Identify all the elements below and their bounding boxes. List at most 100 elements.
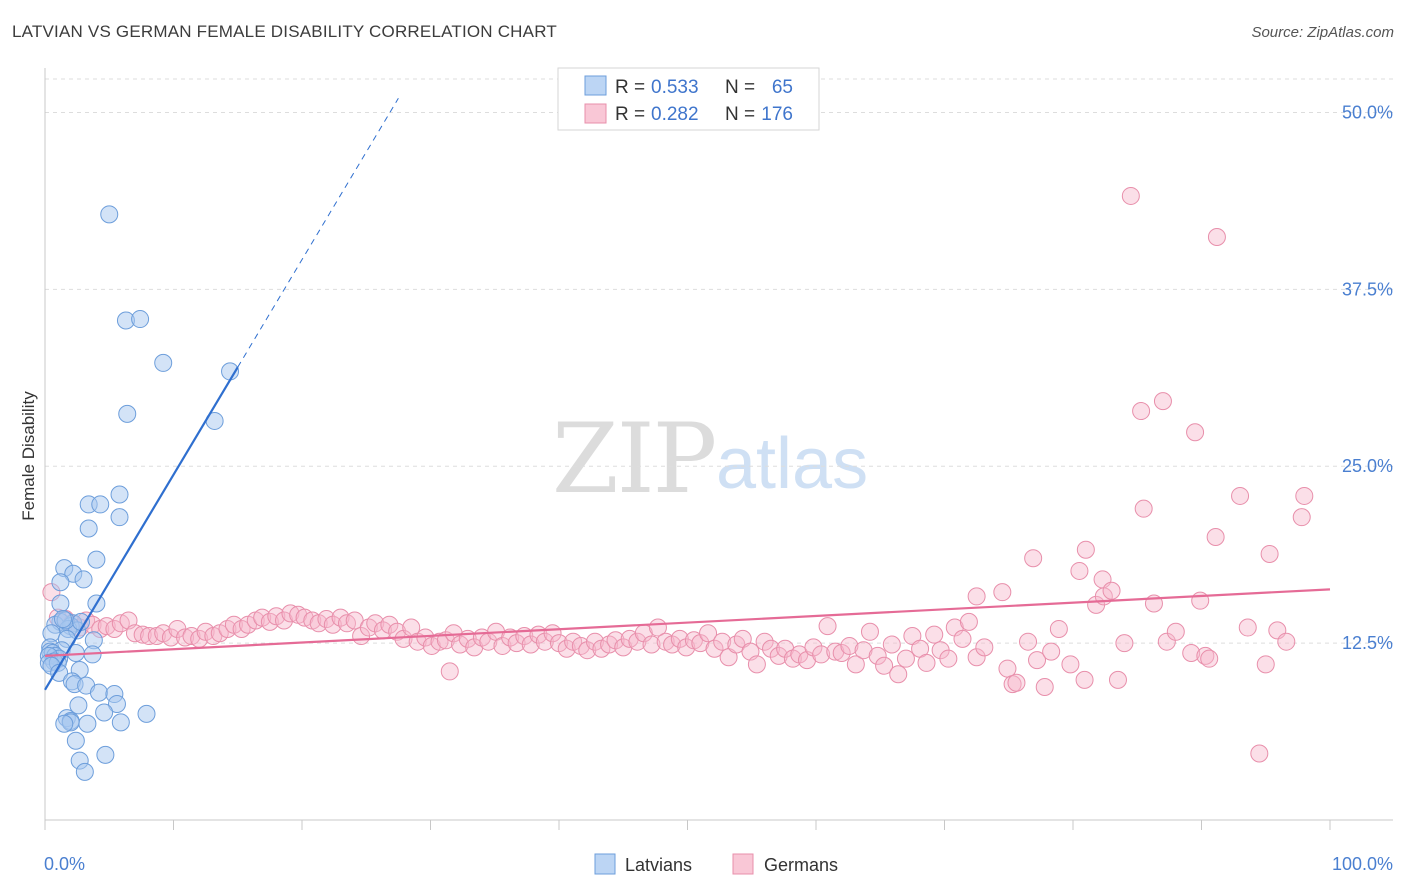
german-point [430,632,449,651]
german-point [677,638,696,657]
latvian-point [66,731,85,750]
german-point [967,648,986,667]
german-point [832,644,851,663]
y-tick-label: 25.0% [1342,456,1393,476]
germans-trend-line [44,588,1331,657]
german-point [1115,634,1134,653]
latvian-point [69,696,88,715]
german-point [323,615,342,634]
latvian-point [131,310,150,329]
watermark: ZIP atlas [552,403,868,515]
legend-germans-n-label: N = [725,104,755,125]
latvian-point [111,713,130,732]
latvian-point [95,703,114,722]
german-point [896,649,915,668]
german-point [846,655,865,674]
latvian-point [91,495,110,514]
german-point [606,631,625,650]
latvian-point [51,594,70,613]
german-point [1070,561,1089,580]
german-point [1200,649,1219,668]
german-point [1075,670,1094,689]
legend-latvians-n-value: 65 [772,77,793,98]
german-point [854,641,873,660]
german-point [133,625,152,644]
latvian-point [110,485,129,504]
german-point [1260,544,1279,563]
german-point [465,638,484,657]
x-tick-label-max: 100.0% [1332,854,1393,874]
german-point [826,642,845,661]
german-point [1134,499,1153,518]
german-point [699,624,718,643]
german-point [812,645,831,664]
german-point [140,627,159,646]
latvians-points [39,205,240,781]
latvians-trend-extension [237,98,399,368]
german-point [953,629,972,648]
x-tick-label-min: 0.0% [44,854,85,874]
german-point [705,639,724,658]
german-point [1019,632,1038,651]
german-point [691,634,710,653]
y-tick-label: 50.0% [1342,102,1393,122]
german-point [713,632,732,651]
german-point [993,583,1012,602]
german-point [1028,651,1047,670]
y-tick-labels: 12.5% 25.0% 37.5% 50.0% [1342,102,1393,653]
german-point [868,646,887,665]
german-point [1108,670,1127,689]
trend-lines [44,98,1331,691]
axes [44,68,1393,830]
german-point [585,632,604,651]
legend-swatch-latvians [584,75,607,96]
german-point [889,665,908,684]
german-point [380,615,399,634]
german-point [281,604,300,623]
watermark-atlas: atlas [716,424,868,504]
legend-germans-r-label: R = [615,104,645,125]
german-point [1295,486,1314,505]
legend-germans-r-value: 0.282 [651,104,699,125]
german-point [388,622,407,641]
watermark-zip: ZIP [552,403,715,515]
german-point [882,635,901,654]
latvian-point [110,508,129,527]
legend-latvians-r-value: 0.533 [651,77,699,98]
german-point [1238,618,1257,637]
german-point [975,638,994,657]
german-point [769,646,788,665]
bottom-legend-swatch-germans [732,853,754,875]
german-point [917,653,936,672]
latvian-point [137,704,156,723]
german-point [125,624,144,643]
latvian-point [118,404,137,423]
latvian-point [55,714,74,733]
german-point [557,639,576,658]
legend-latvians-r-label: R = [615,77,645,98]
chart-title: LATVIAN VS GERMAN FEMALE DISABILITY CORR… [12,22,557,41]
latvians-trend-line [44,366,239,691]
german-point [275,611,294,630]
german-point [939,649,958,668]
german-point [1076,540,1095,559]
german-point [345,611,364,630]
bottom-legend-germans: Germans [764,855,838,875]
german-point [366,614,385,633]
german-point [1206,527,1225,546]
german-point [818,617,837,636]
german-point [1186,423,1205,442]
bottom-legend-latvians: Latvians [625,855,692,875]
german-point [762,639,781,658]
latvian-point [87,550,106,569]
german-point [840,636,859,655]
correlation-legend: R = 0.533 N = 65 R = 0.282 N = 176 [557,67,820,131]
latvian-point [100,205,119,224]
latvian-point [107,694,126,713]
y-tick-label: 12.5% [1342,633,1393,653]
german-point [1157,632,1176,651]
latvian-point [154,353,173,372]
german-point [1250,744,1269,763]
latvian-point [51,573,70,592]
